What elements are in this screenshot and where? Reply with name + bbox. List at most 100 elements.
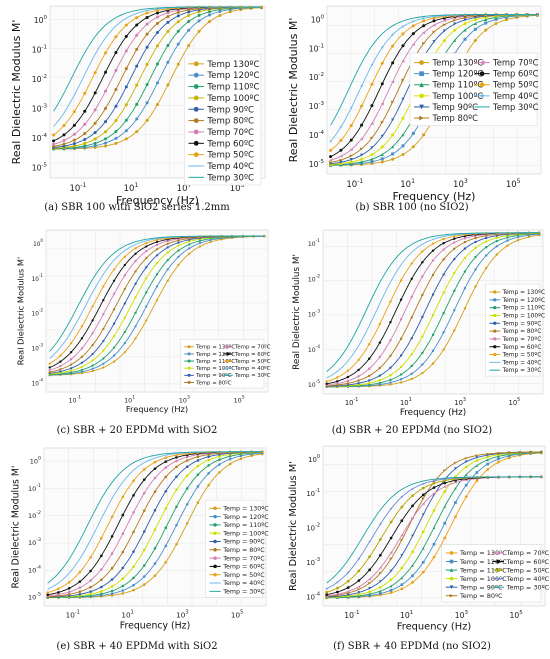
data-point xyxy=(110,515,114,519)
data-point xyxy=(166,268,169,271)
data-point xyxy=(123,255,126,258)
data-point xyxy=(432,23,436,27)
data-point xyxy=(228,10,232,14)
data-point xyxy=(100,554,103,558)
data-point xyxy=(57,593,60,596)
x-tick-label: 101 xyxy=(124,182,139,194)
data-point xyxy=(102,285,105,288)
legend-marker xyxy=(193,106,199,112)
data-point xyxy=(422,31,426,35)
legend-entry: Temp = 80ºC xyxy=(459,592,503,600)
data-point xyxy=(389,373,392,377)
y-axis-label: Real Dielectric Modulus M' xyxy=(11,466,22,589)
data-point xyxy=(114,35,118,39)
legend-entry: Temp 80ºC xyxy=(432,113,479,123)
chart-panel-c: 10-1 101 103 105 100 10-1 10-2 10-3 10-4 Frequenc… xyxy=(16,229,271,414)
y-tick-label: 10-5 xyxy=(28,592,41,602)
data-point xyxy=(422,41,426,45)
data-point xyxy=(475,456,479,459)
y-tick-label: 10-1 xyxy=(306,488,320,498)
gridlines xyxy=(43,448,267,606)
data-point xyxy=(463,22,467,26)
x-tick-label: 103 xyxy=(179,394,190,404)
data-point xyxy=(410,316,413,319)
data-point xyxy=(421,513,425,517)
data-point xyxy=(474,268,477,271)
data-point xyxy=(175,465,178,469)
legend-marker xyxy=(479,60,485,65)
legend-marker xyxy=(449,551,454,555)
data-point xyxy=(78,580,82,583)
data-point xyxy=(145,83,149,87)
legend-marker xyxy=(493,305,497,310)
data-point xyxy=(454,481,457,484)
data-point xyxy=(166,43,170,47)
data-point xyxy=(400,566,404,570)
data-point xyxy=(110,535,114,538)
data-point xyxy=(411,564,414,567)
data-point xyxy=(142,530,146,533)
legend-entry: Temp = 120ºC xyxy=(222,514,269,521)
data-point xyxy=(368,581,371,585)
data-point xyxy=(104,137,108,141)
data-point xyxy=(421,482,425,486)
data-point xyxy=(431,313,435,317)
data-point xyxy=(124,103,128,107)
data-point xyxy=(389,381,392,384)
data-point xyxy=(83,91,87,95)
data-point xyxy=(368,590,371,594)
data-point xyxy=(188,240,191,243)
data-point xyxy=(59,364,62,368)
data-point xyxy=(474,246,477,250)
data-point xyxy=(153,460,157,464)
data-point xyxy=(325,590,329,594)
data-point xyxy=(70,367,73,370)
data-point xyxy=(325,593,329,596)
data-point xyxy=(187,14,191,18)
x-tick-label: 10-1 xyxy=(344,610,359,620)
legend-entry: Temp = 70ºC xyxy=(506,549,550,557)
legend-entry: Temp = 120ºC xyxy=(195,351,235,358)
x-tick-label: 103 xyxy=(176,609,189,619)
data-point xyxy=(325,382,328,385)
data-point xyxy=(155,254,159,257)
legend-marker xyxy=(213,531,217,535)
legend-entry: Temp = 60ºC xyxy=(501,344,541,351)
data-point xyxy=(142,564,146,567)
data-point xyxy=(132,494,135,497)
data-point xyxy=(187,20,191,24)
data-point xyxy=(187,28,191,32)
data-point xyxy=(401,59,405,63)
data-point xyxy=(443,481,447,485)
x-tick-label: 103 xyxy=(454,397,466,407)
data-point xyxy=(239,457,243,461)
data-point xyxy=(48,366,51,369)
data-point xyxy=(349,124,353,128)
y-tick-label: 10-2 xyxy=(309,72,324,82)
data-point xyxy=(80,361,84,364)
y-tick-label: 100 xyxy=(311,14,325,24)
data-point xyxy=(124,67,128,71)
series-line xyxy=(49,235,265,352)
data-point xyxy=(400,587,404,591)
data-point xyxy=(421,530,425,534)
data-point xyxy=(177,244,180,247)
x-tick-label: 10-1 xyxy=(69,394,82,404)
legend-entry: Temp 90ºC xyxy=(432,102,479,112)
chart-panel-b: 10-1 101 103 105 100 10-1 10-2 10-3 10-4 10-5 Freq… xyxy=(287,5,542,203)
legend-marker xyxy=(213,572,217,577)
data-point xyxy=(357,557,361,560)
data-point xyxy=(527,235,530,239)
data-point xyxy=(145,62,149,66)
data-point xyxy=(336,382,339,385)
data-point xyxy=(121,513,125,517)
data-point xyxy=(336,380,339,383)
data-point xyxy=(484,18,488,22)
series-line xyxy=(326,232,540,372)
legend-entry: Temp = 40ºC xyxy=(222,580,265,587)
legend-box xyxy=(409,52,538,126)
data-point xyxy=(123,274,126,277)
data-point xyxy=(411,581,414,584)
data-point xyxy=(516,235,520,239)
